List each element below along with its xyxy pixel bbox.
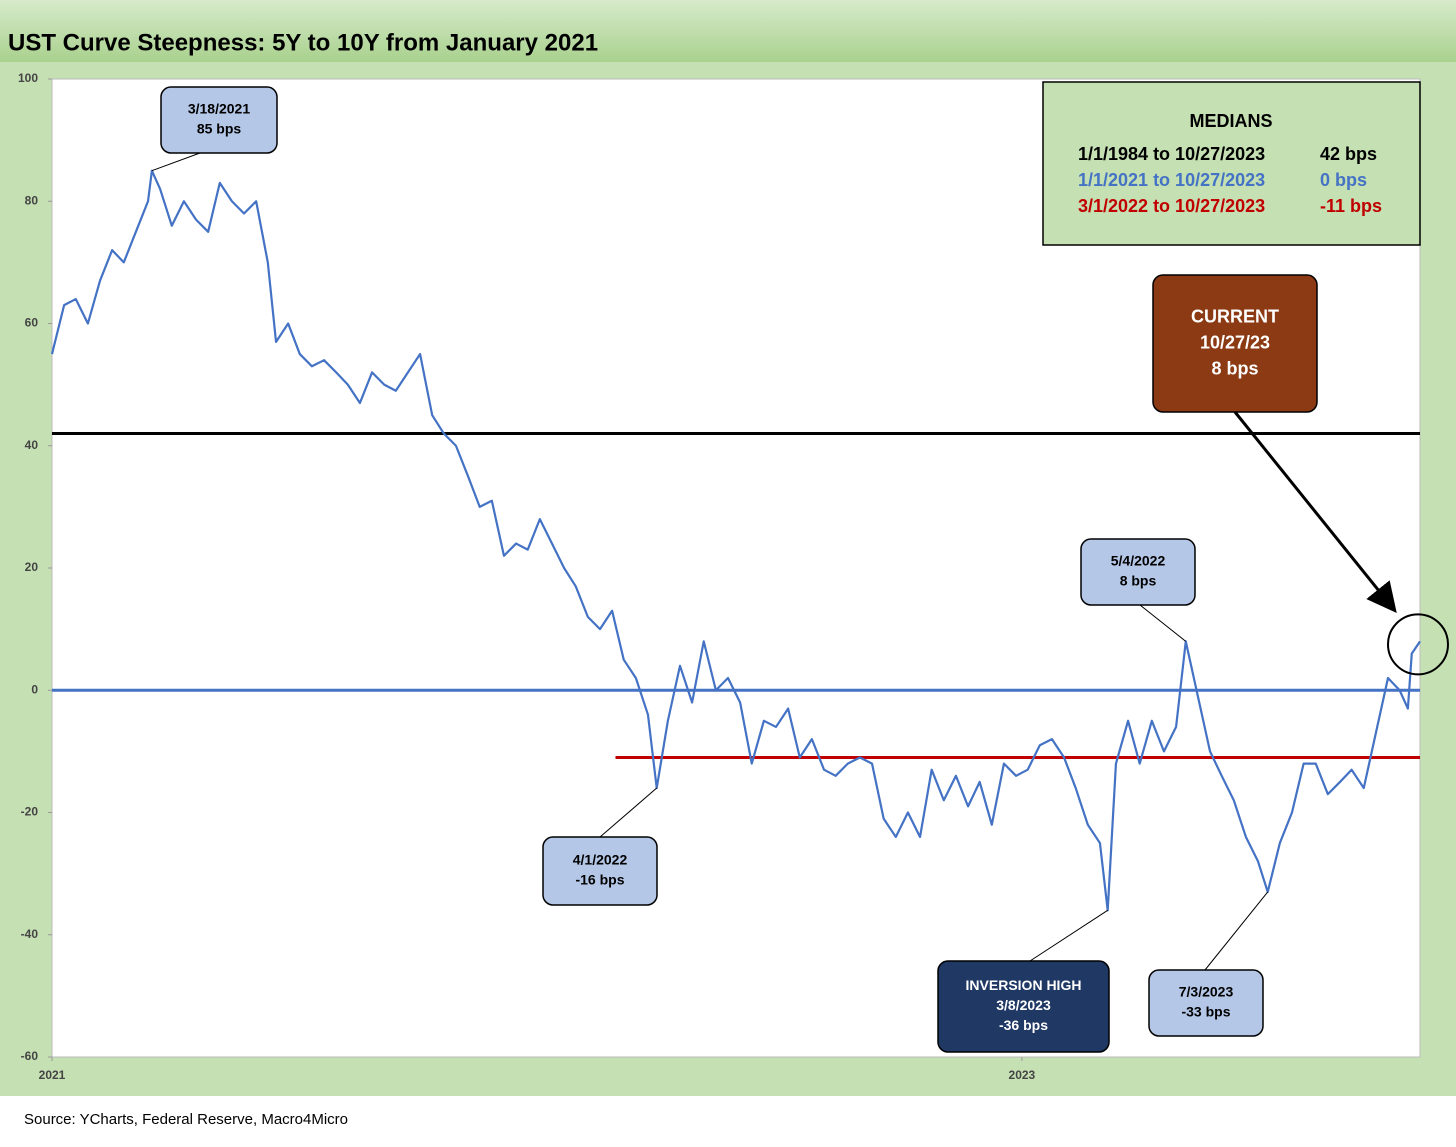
annotation-leader bbox=[151, 152, 201, 172]
annotation-leader bbox=[1029, 909, 1108, 962]
annotation-text: 4/1/2022 bbox=[573, 852, 628, 868]
annotation-box bbox=[1080, 538, 1196, 606]
annotation-box bbox=[937, 960, 1110, 1053]
median-label: 3/1/2022 to 10/27/2023 bbox=[1078, 196, 1265, 216]
annotation-leader bbox=[1204, 891, 1269, 971]
y-tick-label: 60 bbox=[25, 316, 39, 330]
median-value: -11 bps bbox=[1320, 196, 1382, 216]
annotation-box bbox=[160, 86, 278, 154]
annotation-text: -36 bps bbox=[999, 1017, 1048, 1033]
y-tick-label: 100 bbox=[18, 71, 38, 85]
annotation-text: 8 bps bbox=[1120, 573, 1157, 589]
y-tick-label: -40 bbox=[21, 927, 39, 941]
annotation-leader bbox=[599, 787, 658, 838]
annotation-text: -16 bps bbox=[575, 872, 624, 888]
annotation-text: 85 bps bbox=[197, 121, 242, 137]
annotation-text: CURRENT bbox=[1191, 306, 1279, 326]
annotation-text: -33 bps bbox=[1181, 1004, 1230, 1020]
annotation-box bbox=[542, 836, 658, 906]
annotation-leader bbox=[1139, 604, 1187, 642]
annotation-text: INVERSION HIGH bbox=[966, 977, 1082, 993]
median-value: 0 bps bbox=[1320, 170, 1367, 190]
annotation-text: 7/3/2023 bbox=[1179, 984, 1234, 1000]
x-tick-label: 2021 bbox=[39, 1068, 66, 1082]
x-tick-label: 2023 bbox=[1009, 1068, 1036, 1082]
median-value: 42 bps bbox=[1320, 144, 1377, 164]
annotation-arrow bbox=[1233, 411, 1397, 614]
title-bar bbox=[0, 0, 1456, 62]
current-circle bbox=[1387, 613, 1449, 676]
annotation-text: 8 bps bbox=[1211, 358, 1258, 378]
data-line bbox=[50, 169, 1421, 912]
medians-title: MEDIANS bbox=[1189, 111, 1272, 131]
y-tick-label: 0 bbox=[31, 682, 38, 696]
annotation-box bbox=[1148, 969, 1264, 1037]
source: Source: YCharts, Federal Reserve, Macro4… bbox=[24, 1111, 348, 1128]
y-tick-label: -20 bbox=[21, 805, 39, 819]
annotation-text: 5/4/2022 bbox=[1111, 553, 1166, 569]
y-tick-label: 40 bbox=[25, 438, 39, 452]
medians-box bbox=[1042, 81, 1421, 246]
annotation-text: 10/27/23 bbox=[1200, 332, 1270, 352]
y-tick-label: -60 bbox=[21, 1049, 39, 1063]
annotation-box bbox=[1152, 274, 1318, 413]
y-tick-label: 80 bbox=[25, 193, 39, 207]
annotation-text: 3/8/2023 bbox=[996, 997, 1051, 1013]
annotation-text: 3/18/2021 bbox=[188, 101, 250, 117]
chart-title: UST Curve Steepness: 5Y to 10Y from Janu… bbox=[8, 29, 598, 56]
median-label: 1/1/1984 to 10/27/2023 bbox=[1078, 144, 1265, 164]
y-tick-label: 20 bbox=[25, 560, 39, 574]
median-label: 1/1/2021 to 10/27/2023 bbox=[1078, 170, 1265, 190]
